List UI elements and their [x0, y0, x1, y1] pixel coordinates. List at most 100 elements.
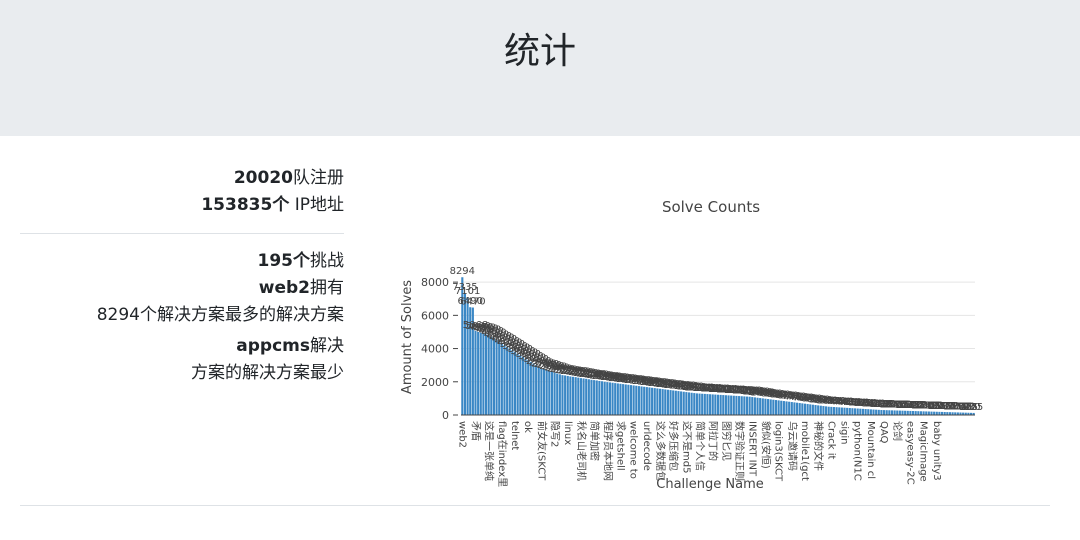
- bar: [761, 398, 764, 415]
- x-tick-label: mobile1(gct: [799, 421, 810, 481]
- bar: [748, 396, 751, 415]
- data-label: 1190: [713, 384, 738, 395]
- bar: [495, 340, 498, 415]
- stat-label: 挑战: [310, 251, 344, 271]
- x-tick-label: 这不是md5: [680, 421, 693, 473]
- bar: [709, 394, 712, 415]
- data-label: 3500: [510, 346, 535, 357]
- bar: [521, 356, 524, 415]
- bar: [682, 391, 685, 415]
- x-tick-label: login3(SKCT: [773, 421, 784, 482]
- bar: [901, 410, 904, 415]
- bar: [711, 394, 714, 415]
- data-label: 640: [801, 393, 820, 404]
- bar: [680, 391, 683, 415]
- data-label: 1280: [689, 383, 714, 394]
- y-tick-label: 6000: [421, 309, 449, 322]
- bar: [585, 378, 588, 415]
- bar: [619, 383, 622, 415]
- stat-label: 队注册: [293, 168, 344, 188]
- data-label: 720: [790, 392, 809, 403]
- data-label: 1680: [634, 376, 659, 387]
- data-label: 1160: [721, 385, 746, 396]
- stat-least: appcms解决: [20, 333, 344, 360]
- data-label: 165: [943, 401, 962, 412]
- bar: [629, 385, 633, 415]
- data-label: 3600: [508, 344, 533, 355]
- bar: [611, 382, 614, 415]
- stat-value: 20020: [233, 168, 293, 188]
- x-tick-label: 图穷匕见: [720, 421, 733, 461]
- data-label: 900: [766, 389, 785, 400]
- bar: [703, 393, 706, 415]
- x-tick-label: 前女友(SKCT: [535, 421, 548, 481]
- bar: [600, 381, 604, 415]
- data-label: 1760: [624, 375, 649, 386]
- x-tick-label: baby unity3: [931, 421, 942, 481]
- data-label: 2650: [537, 360, 562, 371]
- data-label: 265: [890, 400, 909, 411]
- bar: [877, 409, 880, 415]
- bar: [793, 402, 796, 415]
- data-label: 155: [948, 401, 967, 412]
- data-label: 1480: [660, 379, 685, 390]
- data-label: 1100: [737, 386, 762, 397]
- bar: [479, 332, 482, 415]
- bar: [796, 402, 799, 415]
- bar: [469, 307, 472, 415]
- data-label: 270: [888, 400, 907, 411]
- bar: [656, 388, 659, 415]
- bar: [772, 399, 775, 415]
- data-label: 310: [869, 399, 888, 410]
- bar: [964, 412, 967, 415]
- data-label: 430: [838, 397, 857, 408]
- bar: [669, 390, 672, 415]
- bar: [658, 388, 662, 415]
- data-label: 490: [822, 396, 841, 407]
- bar: [914, 411, 917, 415]
- bar: [890, 410, 894, 415]
- data-label: 860: [772, 390, 791, 401]
- bar: [798, 403, 801, 415]
- data-label: 1140: [726, 385, 751, 396]
- bar: [622, 384, 625, 415]
- bar: [869, 409, 872, 415]
- bar: [606, 382, 609, 415]
- chart: Solve Counts Amount of Solves Challenge …: [400, 198, 983, 492]
- bar: [598, 380, 601, 415]
- bar: [925, 411, 928, 415]
- x-tick-label: 这是一张单纯: [483, 421, 496, 481]
- bar: [959, 412, 962, 415]
- bar: [593, 380, 596, 415]
- data-label: 1260: [695, 383, 720, 394]
- bar: [951, 412, 954, 415]
- bar: [687, 392, 691, 415]
- data-label: 150: [951, 402, 970, 413]
- bar: [956, 412, 959, 415]
- data-label: 245: [901, 400, 920, 411]
- bar: [513, 351, 517, 415]
- bar: [861, 408, 865, 415]
- bar: [867, 409, 870, 415]
- bar: [806, 404, 809, 415]
- data-label: 5000: [465, 321, 490, 332]
- data-label: 1520: [655, 379, 680, 390]
- bar: [506, 346, 509, 415]
- bar: [674, 390, 677, 415]
- stat-value: appcms: [236, 336, 310, 356]
- bar: [930, 411, 933, 415]
- data-label: 780: [782, 391, 801, 402]
- data-label: 225: [911, 400, 930, 411]
- data-label: 3700: [505, 343, 530, 354]
- bar: [695, 393, 698, 415]
- data-label: 1220: [705, 384, 730, 395]
- x-tick-label: telnet: [509, 421, 520, 450]
- bar: [906, 410, 909, 415]
- x-tick-label: web2: [456, 421, 467, 448]
- data-label: 1230: [703, 384, 728, 395]
- data-label: 2080: [584, 369, 609, 380]
- bar: [743, 396, 746, 415]
- data-label: 580: [809, 394, 828, 405]
- bar: [466, 297, 469, 415]
- bar: [732, 395, 735, 415]
